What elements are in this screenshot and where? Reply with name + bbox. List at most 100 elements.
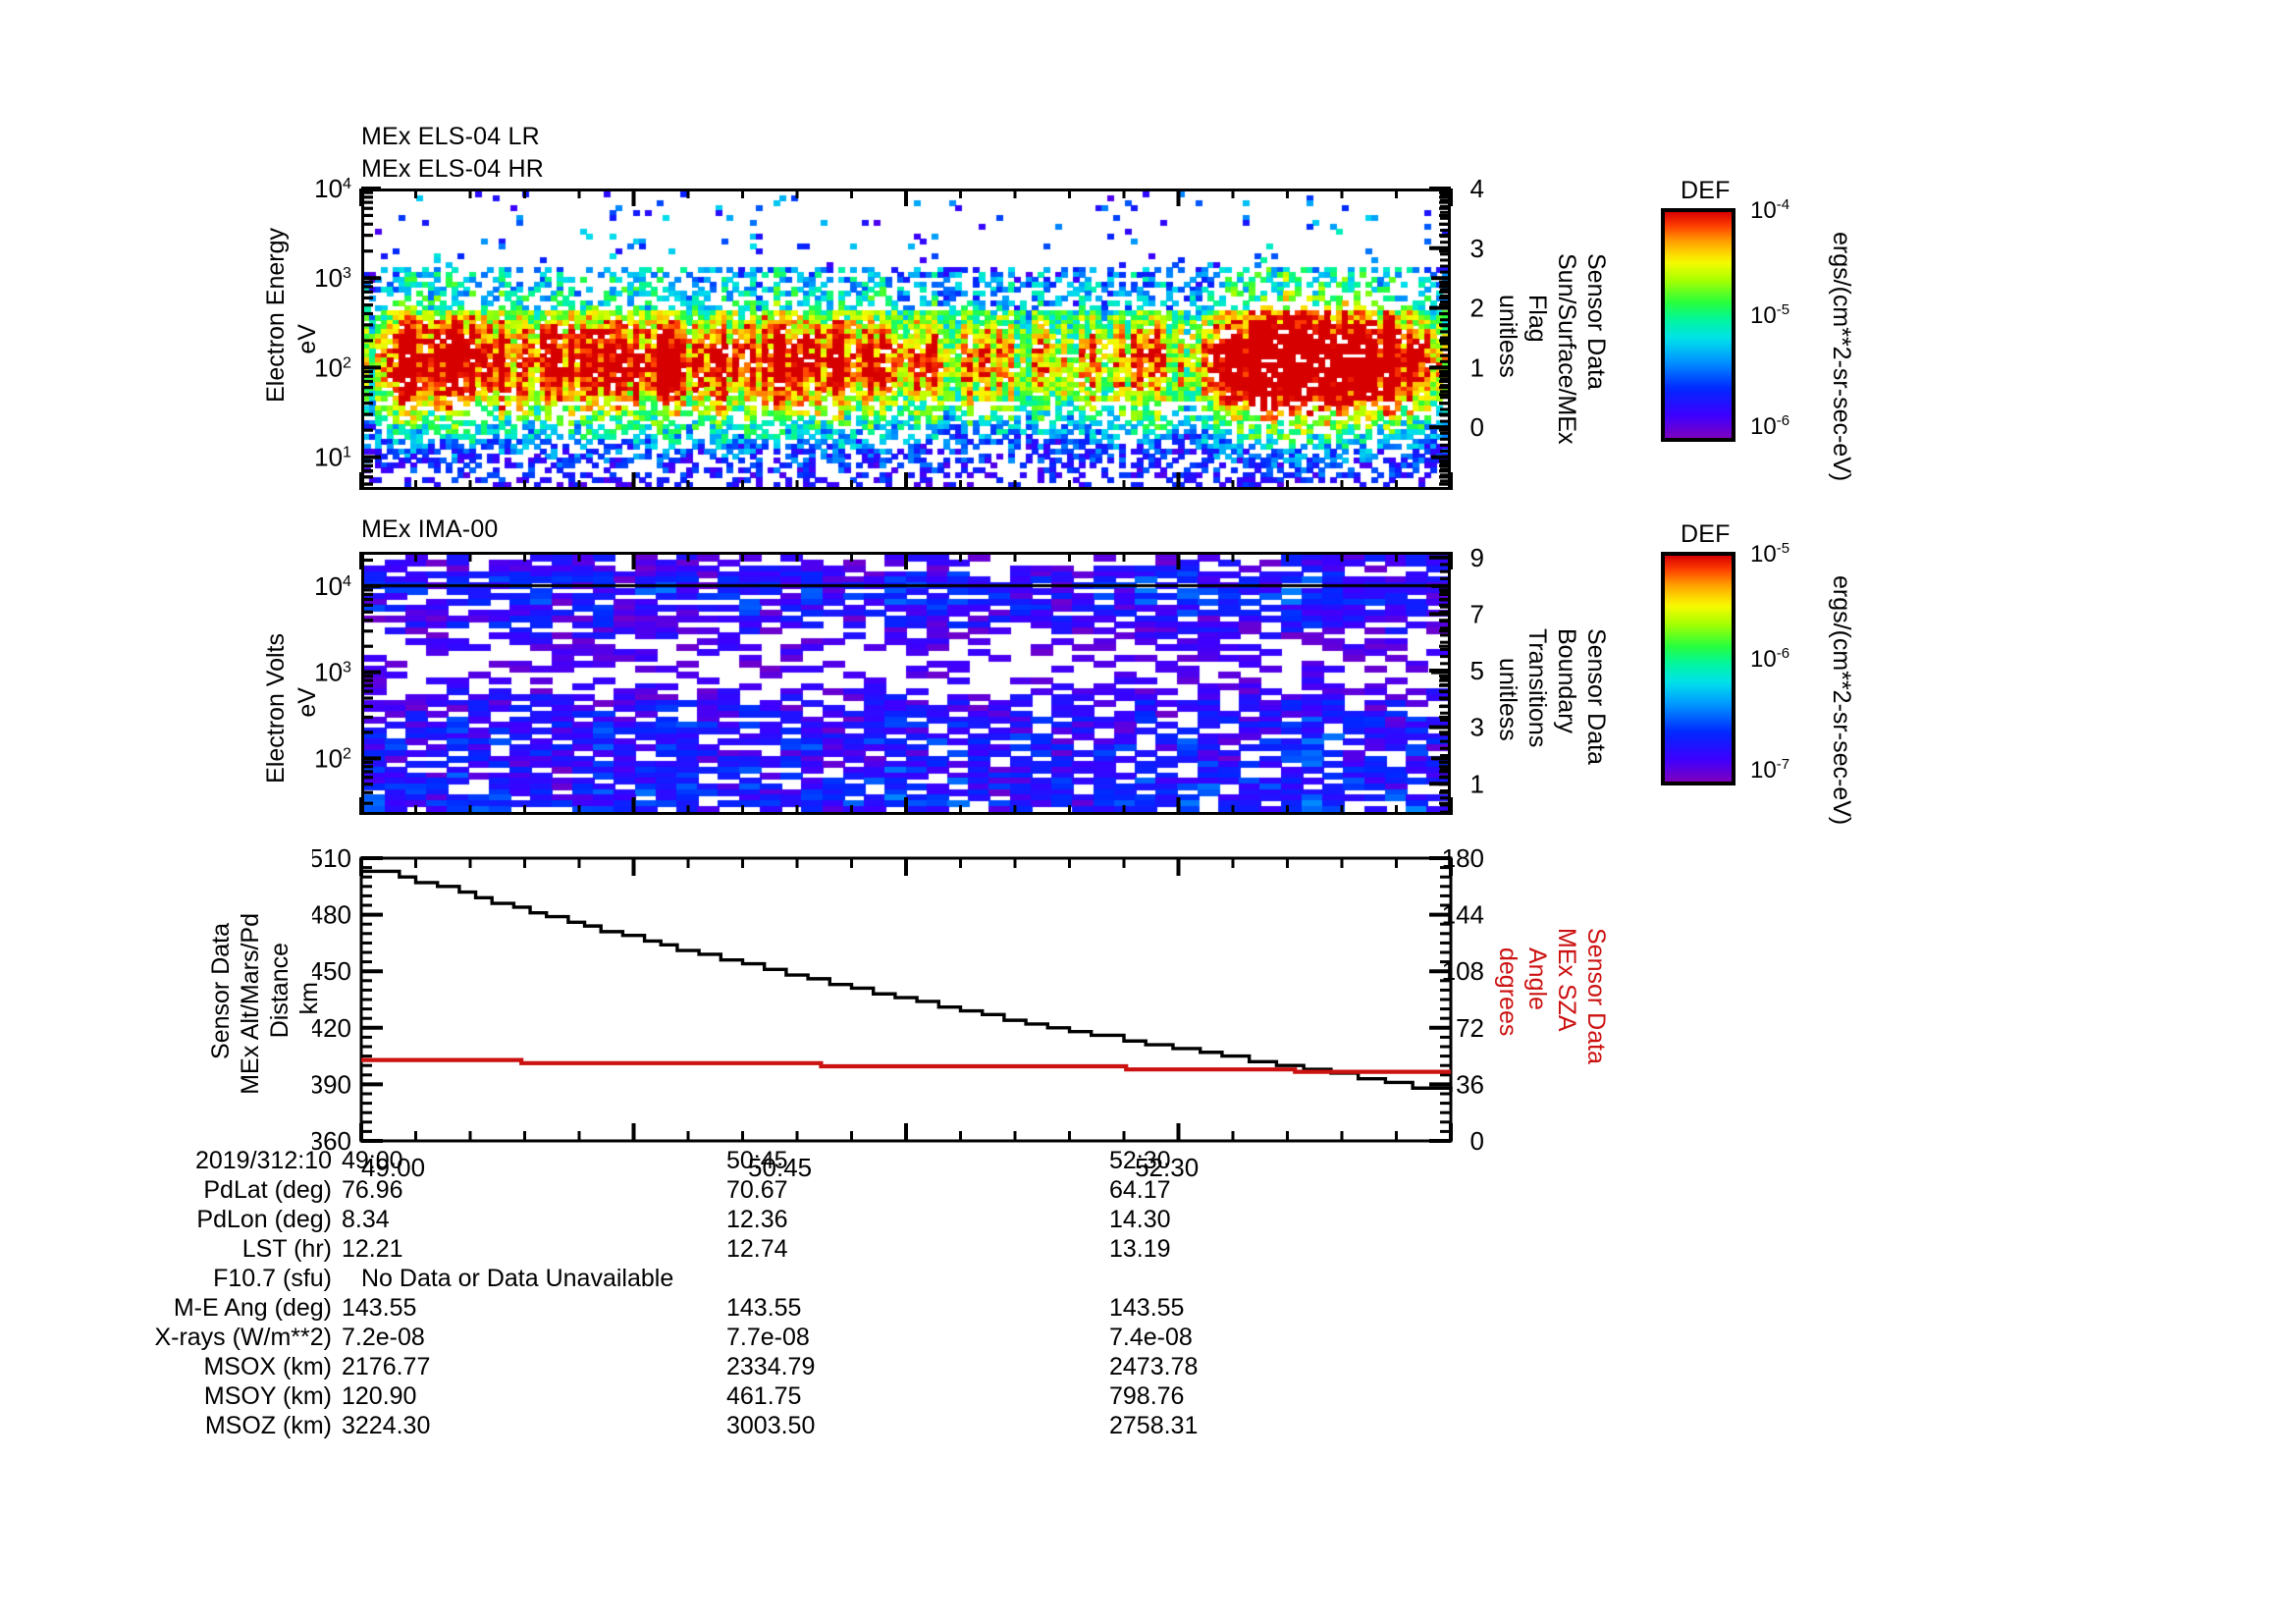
alt-ylabel-l2: Distance <box>266 943 294 1039</box>
ima-spectrogram[interactable] <box>361 552 1451 815</box>
svg-text:2: 2 <box>1470 294 1484 323</box>
table-cell: 798.76 <box>1109 1382 1185 1410</box>
altitude-line <box>361 869 1453 1093</box>
colorbar-1-unit: ergs/(cm**2-sr-sec-eV) <box>1828 232 1855 482</box>
svg-text:450: 450 <box>312 956 351 986</box>
table-cell: 14.30 <box>1109 1206 1171 1233</box>
table-row-label: PdLon (deg) <box>196 1206 332 1233</box>
els-axes: 104 103 102 101 4 3 2 1 0 <box>314 174 1484 490</box>
table-cell: 2473.78 <box>1109 1353 1199 1380</box>
table-cell: 8.34 <box>342 1206 390 1233</box>
table-cell: 70.67 <box>726 1176 788 1204</box>
colorbar-2-ticks <box>1661 540 1710 805</box>
els-ylabel-right-l0: Sensor Data <box>1582 253 1610 390</box>
table-cell: 50:45 <box>726 1147 788 1174</box>
alt-xtick-label: 49:00 <box>361 1153 425 1178</box>
alt-xtick-label: 50:45 <box>748 1153 812 1178</box>
svg-text:7: 7 <box>1470 599 1484 628</box>
svg-text:3: 3 <box>1470 234 1484 263</box>
table-cell: 7.4e-08 <box>1109 1324 1193 1351</box>
sza-ylabel-l3: degrees <box>1494 947 1522 1037</box>
svg-text:9: 9 <box>1470 543 1484 572</box>
table-cell: 12.21 <box>342 1235 403 1263</box>
svg-text:72: 72 <box>1456 1013 1484 1043</box>
els-spectrogram-image <box>364 191 1448 487</box>
table-cell: 76.96 <box>342 1176 403 1204</box>
colorbar-1[interactable] <box>1661 208 1735 442</box>
table-cell: 12.36 <box>726 1206 788 1233</box>
table-cell: 13.19 <box>1109 1235 1171 1263</box>
colorbar-2-mid-label: 10-6 <box>1750 645 1790 673</box>
sza-ylabel-l2: Angle <box>1523 947 1551 1010</box>
svg-text:101: 101 <box>314 443 351 472</box>
table-row-label: MSOZ (km) <box>204 1412 332 1439</box>
table-cell: 3224.30 <box>342 1412 431 1439</box>
table-cell: 7.7e-08 <box>726 1324 810 1351</box>
svg-text:5: 5 <box>1470 656 1484 685</box>
table-cell: 143.55 <box>1109 1294 1185 1322</box>
els-title-hr: MEx ELS-04 HR <box>361 155 544 183</box>
alt-ylabel-l0: Sensor Data <box>207 923 235 1059</box>
table-row-label: X-rays (W/m**2) <box>154 1324 332 1351</box>
els-ylabel-right-l3: unitless <box>1494 295 1522 378</box>
table-cell: 461.75 <box>726 1382 802 1410</box>
svg-text:0: 0 <box>1470 412 1484 442</box>
colorbar-1-top-label: 10-4 <box>1750 196 1790 224</box>
table-row-label: 2019/312:10 <box>194 1147 332 1174</box>
ima-ylabel-right-l0: Sensor Data <box>1582 628 1610 765</box>
els-ylabel-right-l1: Sun/Surface/MEx <box>1553 253 1580 445</box>
ephemeris-table: 2019/312:10 49:00 50:45 52:30 PdLat (deg) 76.… <box>0 1147 1571 1461</box>
sza-ylabel-l1: MEx SZA <box>1553 928 1580 1032</box>
svg-text:1: 1 <box>1470 352 1484 382</box>
els-title-lr: MEx ELS-04 LR <box>361 123 540 150</box>
table-cell: 2334.79 <box>726 1353 816 1380</box>
colorbar-1-bottom-label: 10-6 <box>1750 412 1790 440</box>
ima-ylabel-right-l2: Transitions <box>1523 628 1551 748</box>
els-ylabel-left: Electron Energy <box>262 228 290 403</box>
table-row-label: M-E Ang (deg) <box>173 1294 332 1322</box>
els-ylabel-right-l2: Flag <box>1523 295 1551 343</box>
table-cell: 2758.31 <box>1109 1412 1199 1439</box>
svg-text:103: 103 <box>314 263 351 293</box>
colorbar-2-top-label: 10-5 <box>1750 540 1790 568</box>
table-cell: 143.55 <box>342 1294 417 1322</box>
svg-text:360: 360 <box>312 1126 351 1156</box>
table-cell: 12.74 <box>726 1235 788 1263</box>
table-row-label: MSOX (km) <box>203 1353 332 1380</box>
svg-text:510: 510 <box>312 843 351 873</box>
colorbar-2-unit: ergs/(cm**2-sr-sec-eV) <box>1828 575 1855 826</box>
ima-ylabel-left: Electron Volts <box>262 633 290 784</box>
colorbar-2-title: DEF <box>1681 520 1731 548</box>
table-cell: 143.55 <box>726 1294 802 1322</box>
ima-ylabel-right-l3: unitless <box>1494 658 1522 741</box>
ima-spectrogram-image <box>364 555 1448 812</box>
svg-text:104: 104 <box>314 174 351 203</box>
svg-text:0: 0 <box>1470 1126 1484 1156</box>
colorbar-2[interactable] <box>1661 552 1735 785</box>
svg-text:420: 420 <box>312 1013 351 1043</box>
table-row-label: F10.7 (sfu) <box>213 1265 332 1292</box>
alt-xtick-label: 52:30 <box>1135 1153 1199 1178</box>
ima-ylabel-right-l1: Boundary <box>1553 628 1580 734</box>
table-cell: 49:00 <box>342 1147 403 1174</box>
alt-ylabel-l1: MEx Alt/Mars/Pd <box>237 913 264 1095</box>
svg-text:36: 36 <box>1456 1069 1484 1099</box>
colorbar-1-mid-label: 10-5 <box>1750 301 1790 329</box>
alt-plot-frame <box>359 856 1453 1143</box>
svg-text:102: 102 <box>314 743 351 773</box>
svg-text:102: 102 <box>314 352 351 382</box>
colorbar-2-bottom-label: 10-7 <box>1750 756 1790 784</box>
table-cell: 7.2e-08 <box>342 1324 425 1351</box>
table-cell: 64.17 <box>1109 1176 1171 1204</box>
ima-axes: 104 103 102 9 7 5 3 1 <box>314 543 1484 815</box>
table-cell: No Data or Data Unavailable <box>361 1265 674 1292</box>
table-row-label: PdLat (deg) <box>203 1176 332 1204</box>
table-row-label: MSOY (km) <box>203 1382 332 1410</box>
table-cell: 2176.77 <box>342 1353 431 1380</box>
svg-text:3: 3 <box>1470 713 1484 742</box>
ima-title: MEx IMA-00 <box>361 515 499 543</box>
svg-text:1: 1 <box>1470 769 1484 798</box>
sza-line <box>361 1057 1451 1074</box>
sza-ylabel-l0: Sensor Data <box>1582 928 1610 1064</box>
